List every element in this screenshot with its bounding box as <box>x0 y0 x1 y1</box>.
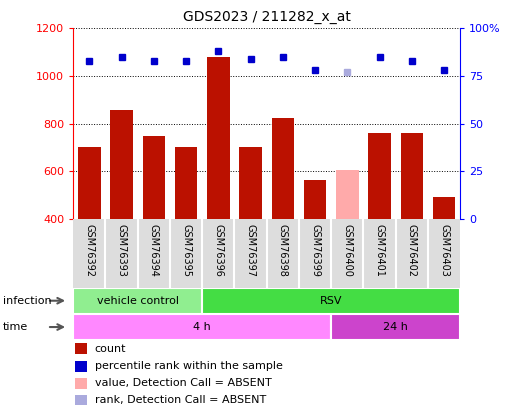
Bar <box>73 288 202 314</box>
Text: count: count <box>95 344 126 354</box>
Text: GSM76393: GSM76393 <box>117 224 127 277</box>
Bar <box>433 197 456 219</box>
Text: GSM76398: GSM76398 <box>278 224 288 277</box>
Bar <box>368 132 391 219</box>
Bar <box>73 219 460 288</box>
Text: GSM76397: GSM76397 <box>246 224 256 277</box>
Bar <box>110 111 133 219</box>
Bar <box>75 395 87 405</box>
Bar <box>78 147 100 219</box>
Text: GSM76403: GSM76403 <box>439 224 449 277</box>
Bar <box>336 171 359 219</box>
Text: GDS2023 / 211282_x_at: GDS2023 / 211282_x_at <box>183 10 350 24</box>
Bar <box>304 180 326 219</box>
Text: GSM76402: GSM76402 <box>407 224 417 277</box>
Bar <box>271 117 294 219</box>
Text: value, Detection Call = ABSENT: value, Detection Call = ABSENT <box>95 378 271 388</box>
Text: infection: infection <box>3 296 51 306</box>
Bar <box>202 288 460 314</box>
Text: rank, Detection Call = ABSENT: rank, Detection Call = ABSENT <box>95 395 266 405</box>
Text: percentile rank within the sample: percentile rank within the sample <box>95 361 282 371</box>
Text: 4 h: 4 h <box>194 322 211 332</box>
Text: GSM76400: GSM76400 <box>343 224 353 277</box>
Text: 24 h: 24 h <box>383 322 408 332</box>
Text: GSM76401: GSM76401 <box>374 224 384 277</box>
Bar <box>401 133 423 219</box>
Text: GSM76396: GSM76396 <box>213 224 223 277</box>
Text: RSV: RSV <box>320 296 343 306</box>
Text: vehicle control: vehicle control <box>97 296 179 306</box>
Bar <box>175 147 197 219</box>
Text: GSM76394: GSM76394 <box>149 224 159 277</box>
Bar <box>73 314 331 340</box>
Bar <box>207 57 230 219</box>
Bar <box>240 147 262 219</box>
Bar <box>75 360 87 371</box>
Text: time: time <box>3 322 28 332</box>
Text: GSM76399: GSM76399 <box>310 224 320 277</box>
Text: GSM76392: GSM76392 <box>84 224 94 277</box>
Bar <box>75 343 87 354</box>
Bar <box>331 314 460 340</box>
Bar <box>75 378 87 389</box>
Text: GSM76395: GSM76395 <box>181 224 191 277</box>
Bar <box>143 136 165 219</box>
